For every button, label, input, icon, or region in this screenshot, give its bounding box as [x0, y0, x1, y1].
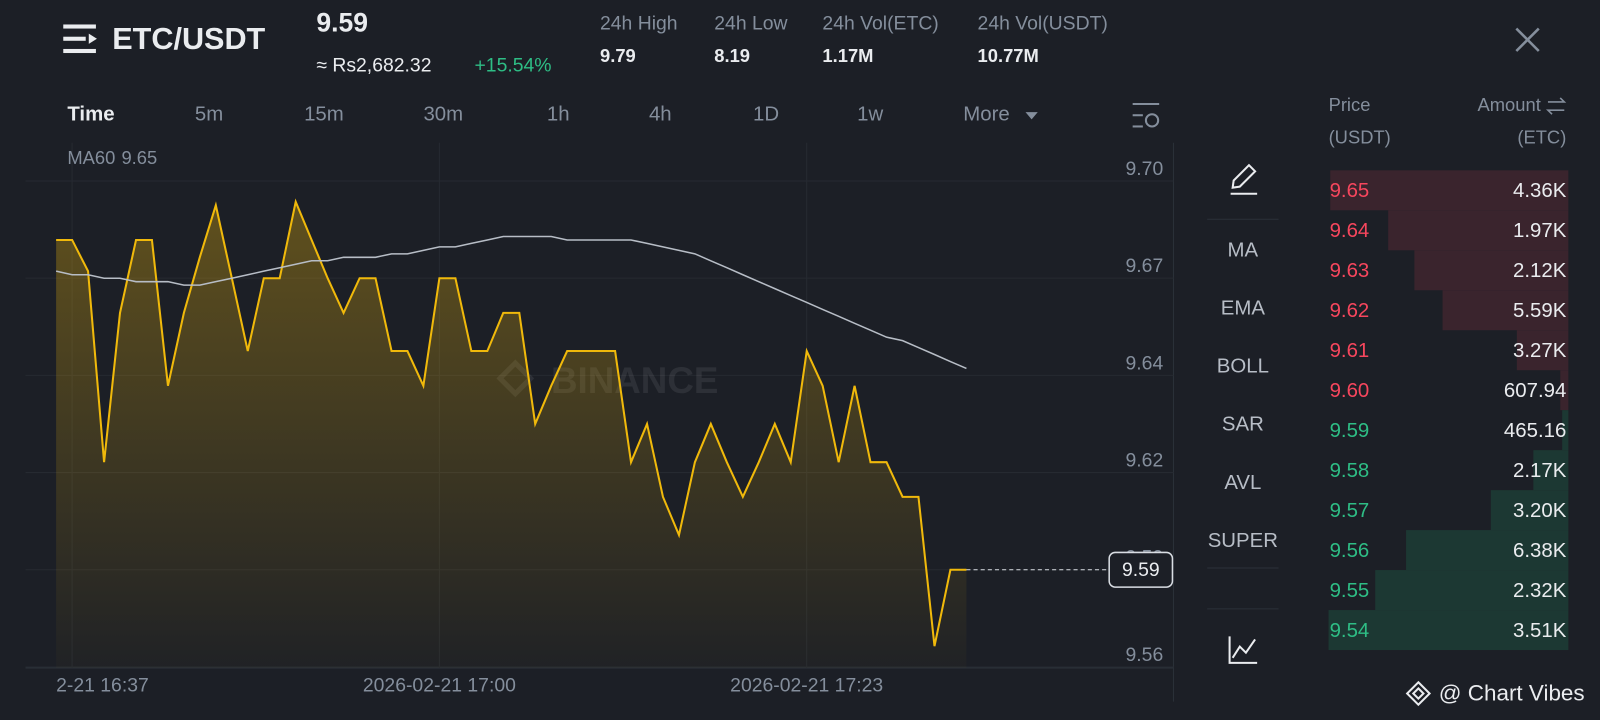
credit-icon	[1405, 680, 1432, 707]
book-price[interactable]: 9.63	[1330, 260, 1370, 282]
timeframe-tab[interactable]: 4h	[649, 104, 672, 126]
fiat-price: ≈ Rs2,682.32	[316, 54, 431, 76]
book-price[interactable]: 9.58	[1330, 460, 1370, 482]
book-price[interactable]: 9.55	[1330, 580, 1370, 602]
stat-label: 24h Low	[714, 13, 788, 35]
depth-bar	[1330, 170, 1569, 211]
book-amount: 5.59K	[1513, 300, 1567, 322]
price-area	[56, 201, 967, 668]
close-icon[interactable]	[1515, 27, 1540, 52]
stat-label: 24h Vol(USDT)	[978, 13, 1108, 35]
book-price[interactable]: 9.56	[1330, 540, 1370, 562]
x-tick-label: 2026-02-21 17:00	[363, 674, 516, 696]
last-price-label: 9.59	[1122, 559, 1160, 581]
timeframe-tab[interactable]: 15m	[304, 104, 344, 126]
y-tick-label: 9.67	[1126, 255, 1164, 277]
indicator-tab[interactable]: EMA	[1221, 297, 1266, 319]
book-amount: 607.94	[1504, 380, 1566, 402]
indicator-tab[interactable]: BOLL	[1217, 356, 1269, 378]
price-change: +15.54%	[474, 54, 551, 76]
book-price[interactable]: 9.61	[1330, 340, 1370, 362]
depth-bar	[1328, 610, 1569, 651]
last-price-box	[1108, 551, 1174, 588]
stat-value: 10.77M	[978, 45, 1039, 66]
book-price[interactable]: 9.64	[1330, 220, 1370, 242]
timeframe-tab[interactable]: Time	[67, 104, 114, 126]
timeframe-tab[interactable]: 30m	[423, 104, 463, 126]
dropdown-arrow	[1025, 112, 1038, 120]
book-price[interactable]: 9.54	[1330, 620, 1370, 642]
depth-bar	[1414, 250, 1569, 291]
stat-value: 8.19	[714, 45, 750, 66]
stat-label: 24h Vol(ETC)	[822, 13, 938, 35]
y-tick-label: 9.70	[1126, 158, 1164, 180]
timeframe-tab[interactable]: 1h	[547, 104, 570, 126]
indicator-tab[interactable]: SAR	[1222, 414, 1264, 436]
book-amount: 3.20K	[1513, 500, 1567, 522]
x-tick-label: 2-21 16:37	[56, 674, 149, 696]
chart-type-icon[interactable]	[1228, 636, 1258, 664]
depth-bar	[1375, 570, 1569, 611]
ma-legend-name: MA60	[67, 147, 115, 168]
book-amount: 3.51K	[1513, 620, 1567, 642]
depth-bar	[1562, 410, 1569, 451]
x-tick-label: 2026-02-21 17:23	[730, 674, 883, 696]
price-line	[56, 198, 967, 647]
pair-name: ETC/USDT	[112, 22, 265, 56]
indicator-tab[interactable]: SUPER	[1208, 530, 1278, 552]
book-price[interactable]: 9.65	[1330, 180, 1370, 202]
book-amount: 2.17K	[1513, 460, 1567, 482]
book-amount: 2.32K	[1513, 580, 1567, 602]
book-amount: 6.38K	[1513, 540, 1567, 562]
depth-bar	[1490, 490, 1569, 531]
amount-header: Amount	[1478, 94, 1541, 115]
book-amount: 2.12K	[1513, 260, 1567, 282]
menu-icon[interactable]	[63, 24, 97, 54]
book-amount: 4.36K	[1513, 180, 1567, 202]
depth-bar	[1406, 530, 1569, 571]
book-price[interactable]: 9.57	[1330, 500, 1370, 522]
depth-bar	[1388, 210, 1569, 251]
timeframe-tab[interactable]: More	[963, 104, 1009, 126]
stat-value: 1.17M	[822, 45, 873, 66]
timeframe-tab[interactable]: 1w	[857, 104, 883, 126]
last-price: 9.59	[316, 7, 368, 37]
swap-icon[interactable]	[1545, 97, 1567, 115]
book-amount: 465.16	[1504, 420, 1566, 442]
y-tick-label: 9.64	[1126, 352, 1164, 374]
book-amount: 1.97K	[1513, 220, 1567, 242]
draw-tool-icon[interactable]	[1230, 163, 1258, 195]
book-price[interactable]: 9.60	[1330, 380, 1370, 402]
depth-bar	[1560, 370, 1569, 411]
book-amount: 3.27K	[1513, 340, 1567, 362]
credit: @ Chart Vibes	[1439, 680, 1585, 705]
indicator-tab[interactable]: AVL	[1224, 472, 1261, 494]
price-unit: (USDT)	[1329, 127, 1391, 148]
book-price[interactable]: 9.59	[1330, 420, 1370, 442]
chart-settings-icon[interactable]	[1132, 103, 1160, 128]
stat-value: 9.79	[600, 45, 636, 66]
ma-legend-value: 9.65	[121, 147, 157, 168]
depth-bar	[1533, 450, 1569, 491]
indicator-tab[interactable]: MA	[1228, 239, 1259, 261]
y-tick-label: 9.56	[1126, 644, 1164, 666]
ma-line	[55, 235, 967, 370]
price-header: Price	[1329, 94, 1371, 115]
stat-label: 24h High	[600, 13, 678, 35]
ma-legend: MA60 9.65	[67, 147, 157, 168]
depth-bar	[1516, 330, 1569, 371]
y-tick-label: 9.62	[1126, 449, 1164, 471]
timeframe-tab[interactable]: 1D	[753, 104, 779, 126]
book-price[interactable]: 9.62	[1330, 300, 1370, 322]
amount-unit: (ETC)	[1517, 127, 1566, 148]
depth-bar	[1442, 290, 1569, 331]
timeframe-tab[interactable]: 5m	[195, 104, 223, 126]
